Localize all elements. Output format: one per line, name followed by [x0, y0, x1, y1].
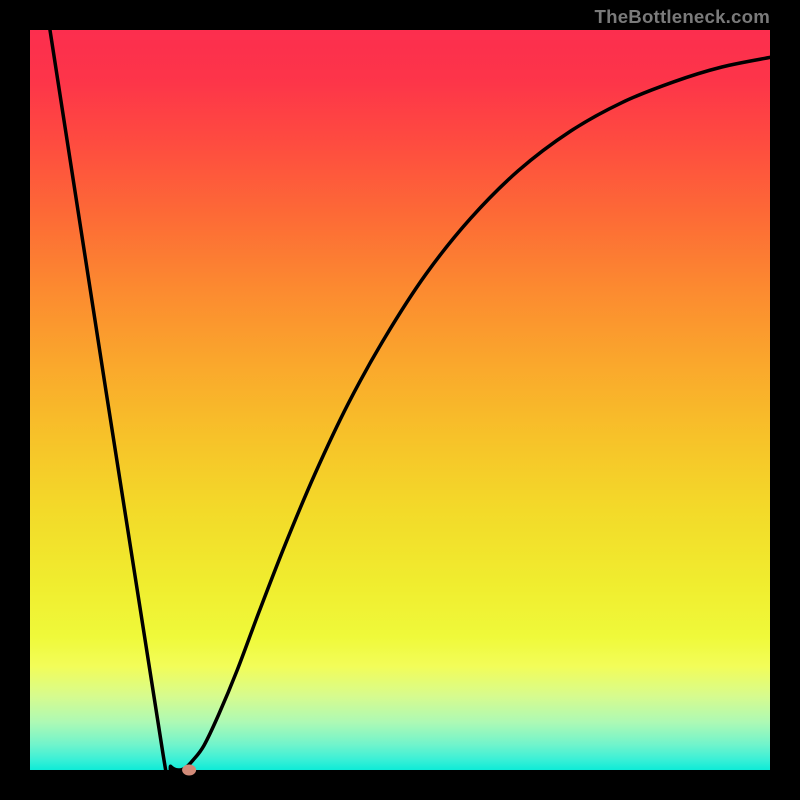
plot-background	[30, 30, 770, 770]
plot-area	[30, 30, 770, 770]
watermark-text: TheBottleneck.com	[595, 6, 771, 28]
operating-point-marker	[182, 765, 196, 776]
chart-svg	[30, 30, 770, 770]
chart-container: TheBottleneck.com	[0, 0, 800, 800]
